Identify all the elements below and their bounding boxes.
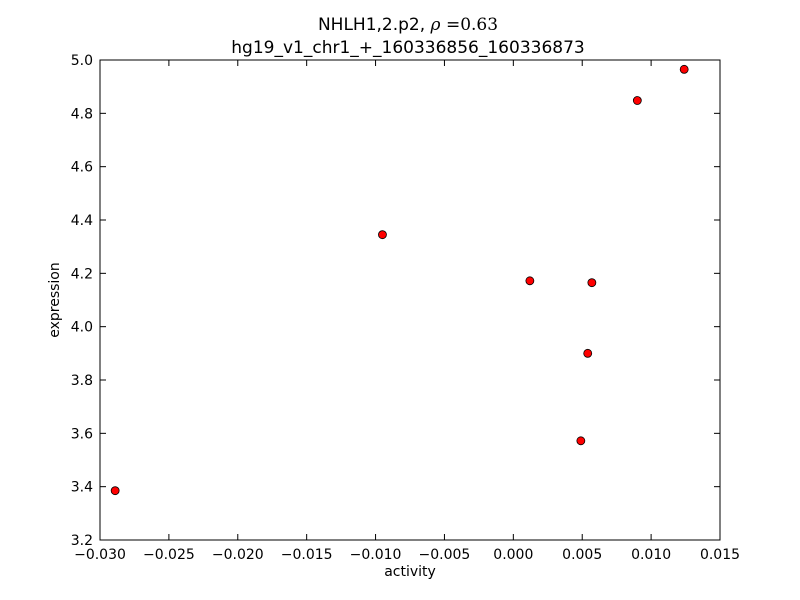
x-tick-label: 0.015 <box>700 547 740 563</box>
data-point <box>587 278 597 288</box>
data-point <box>110 486 120 496</box>
x-axis-label: activity <box>384 564 436 580</box>
x-tick-label: 0.010 <box>631 547 671 563</box>
x-tick-label: −0.030 <box>74 547 126 563</box>
data-point <box>679 64 689 74</box>
data-point <box>632 96 642 105</box>
x-tick-label: −0.025 <box>143 547 195 563</box>
x-tick-label: −0.005 <box>419 547 471 563</box>
y-tick-label: 4.2 <box>71 266 93 282</box>
x-tick-label: 0.005 <box>562 547 602 563</box>
x-tick-label: −0.010 <box>350 547 402 563</box>
y-tick-label: 3.4 <box>71 480 93 496</box>
data-point <box>378 230 387 240</box>
y-tick-label: 4.0 <box>71 320 93 336</box>
x-tick-label: −0.020 <box>212 547 264 563</box>
y-tick-label: 4.4 <box>71 213 93 229</box>
data-point <box>583 348 593 358</box>
plot-frame <box>99 59 721 541</box>
x-tick-label: −0.015 <box>281 547 333 563</box>
y-tick-label: 3.6 <box>71 426 93 442</box>
y-tick-label: 4.6 <box>71 160 93 176</box>
x-tick-label: 0.000 <box>493 547 533 563</box>
y-tick-label: 3.8 <box>71 373 93 389</box>
data-points <box>110 64 689 496</box>
y-tick-label: 3.2 <box>71 533 93 549</box>
y-tick-label: 4.8 <box>71 106 93 122</box>
y-axis-label: expression <box>47 262 63 338</box>
chart-subtitle: hg19_v1_chr1_+_160336856_160336873 <box>231 38 584 58</box>
data-point <box>525 276 535 286</box>
chart-title: NHLH1,2.p2, ρ =0.63 <box>318 15 498 35</box>
axis-ticks: −0.030 −0.025 −0.020 −0.015 −0.010 −0.005 0.00… <box>71 53 740 563</box>
y-tick-label: 5.0 <box>71 53 93 69</box>
data-point <box>576 436 586 446</box>
